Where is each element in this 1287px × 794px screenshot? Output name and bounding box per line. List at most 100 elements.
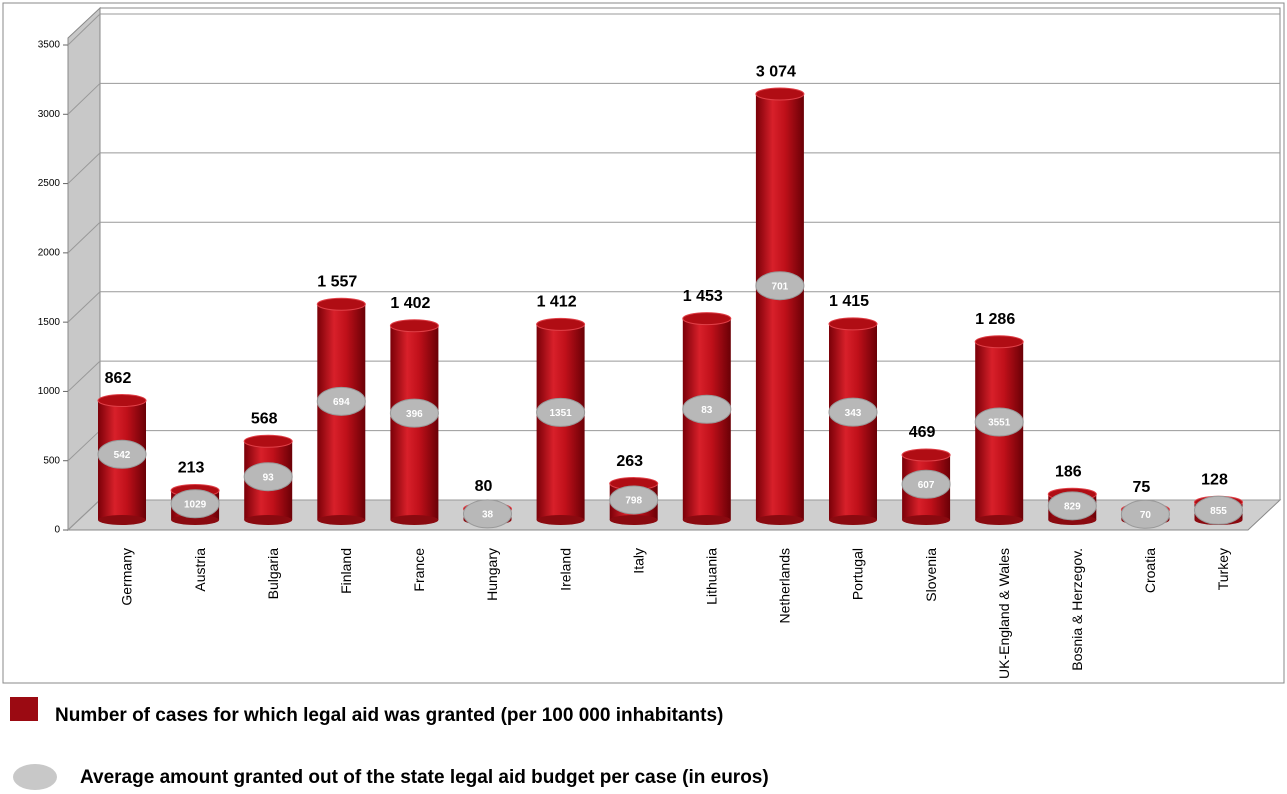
amount-marker — [243, 462, 293, 492]
amount-marker — [828, 397, 878, 427]
grid-line — [67, 430, 101, 462]
x-tick-label: Finland — [338, 548, 354, 594]
y-tick-label: 2500 — [38, 178, 61, 189]
bar-bottom — [536, 515, 585, 525]
x-tick-label: Netherlands — [777, 548, 793, 624]
grid-line — [67, 221, 101, 254]
grid-line — [67, 499, 101, 531]
amount-label: 3551 — [988, 418, 1011, 429]
bar-top — [316, 297, 366, 311]
x-tick-label: Turkey — [1215, 548, 1231, 590]
amount-label: 829 — [1064, 501, 1081, 512]
bar-bottom — [755, 515, 804, 525]
grid-line — [67, 13, 101, 46]
legend-swatch — [13, 764, 57, 790]
amount-label: 542 — [114, 450, 131, 461]
bar-bottom — [682, 515, 731, 525]
y-tick-label: 1000 — [38, 386, 61, 397]
x-tick-label: UK-England & Wales — [996, 548, 1012, 679]
amount-label: 396 — [406, 409, 423, 420]
amount-marker — [316, 386, 366, 416]
amount-label: 70 — [1140, 510, 1152, 521]
value-label: 1 412 — [537, 294, 577, 311]
amount-marker — [536, 397, 586, 427]
x-tick-label: Bulgaria — [265, 548, 281, 600]
grid-line — [67, 291, 101, 323]
bar-bottom — [317, 515, 366, 525]
value-label: 3 074 — [756, 63, 796, 80]
y-tick-label: 500 — [43, 455, 60, 466]
value-label: 568 — [251, 411, 278, 428]
grid-line — [67, 83, 101, 115]
y-tick-label: 3500 — [38, 40, 61, 51]
amount-label: 38 — [482, 510, 494, 521]
x-tick-label: Slovenia — [923, 548, 939, 602]
amount-label: 694 — [333, 397, 350, 408]
value-label: 80 — [475, 478, 493, 495]
amount-marker — [682, 394, 732, 424]
amount-marker — [1047, 491, 1097, 521]
amount-label: 343 — [845, 408, 862, 419]
bar-bottom — [390, 515, 439, 525]
amount-marker — [389, 398, 439, 428]
bar-top — [682, 312, 732, 326]
legend-label: Number of cases for which legal aid was … — [55, 705, 723, 726]
amount-label: 701 — [772, 281, 789, 292]
value-label: 128 — [1201, 471, 1228, 488]
amount-marker — [463, 499, 512, 529]
bar-top — [536, 317, 586, 331]
label-area — [10, 540, 1282, 682]
bar-bottom — [609, 515, 658, 525]
amount-label: 1029 — [184, 499, 207, 510]
value-label: 186 — [1055, 463, 1082, 480]
y-tick-label: 3000 — [38, 109, 61, 120]
bar-bottom — [902, 515, 951, 525]
grid-line — [67, 152, 101, 184]
amount-label: 93 — [263, 472, 275, 483]
amount-label: 607 — [918, 480, 935, 491]
value-label: 213 — [178, 460, 205, 477]
x-tick-label: France — [411, 548, 427, 592]
bar-top — [828, 317, 878, 331]
grid-line — [67, 360, 101, 392]
value-label: 1 402 — [390, 295, 430, 312]
bar-top — [243, 434, 293, 448]
bar-top — [97, 394, 147, 408]
amount-label: 1351 — [549, 408, 572, 419]
side-wall — [67, 6, 101, 532]
y-tick-label: 0 — [54, 525, 60, 536]
bar-top — [389, 319, 439, 333]
x-tick-label: Portugal — [850, 548, 866, 600]
value-label: 1 286 — [975, 311, 1015, 328]
amount-marker — [609, 485, 659, 515]
amount-marker — [1120, 499, 1170, 529]
y-tick-label: 1500 — [38, 317, 61, 328]
amount-marker — [755, 271, 805, 301]
amount-marker — [170, 489, 220, 519]
amount-marker — [97, 439, 147, 469]
amount-label: 855 — [1210, 506, 1227, 517]
x-tick-label: Lithuania — [704, 548, 720, 605]
bar-bottom — [98, 515, 146, 525]
value-label: 1 557 — [317, 273, 357, 290]
value-label: 469 — [909, 424, 936, 441]
bar-top — [755, 87, 805, 101]
legend-label: Average amount granted out of the state … — [80, 767, 769, 788]
amount-marker — [974, 407, 1024, 437]
x-tick-label: Croatia — [1142, 548, 1158, 593]
legend-swatch — [10, 697, 38, 721]
value-label: 862 — [105, 370, 132, 387]
x-tick-label: Austria — [192, 548, 208, 592]
value-label: 263 — [616, 453, 643, 470]
bar-bottom — [829, 515, 877, 525]
amount-label: 798 — [625, 496, 642, 507]
amount-label: 83 — [701, 405, 713, 416]
bar-bottom — [975, 515, 1024, 525]
bar-bottom — [171, 515, 220, 525]
amount-marker — [901, 469, 951, 499]
bar-top — [974, 335, 1024, 349]
x-tick-label: Italy — [630, 548, 646, 574]
value-label: 75 — [1133, 479, 1151, 496]
bar-bottom — [244, 515, 293, 525]
